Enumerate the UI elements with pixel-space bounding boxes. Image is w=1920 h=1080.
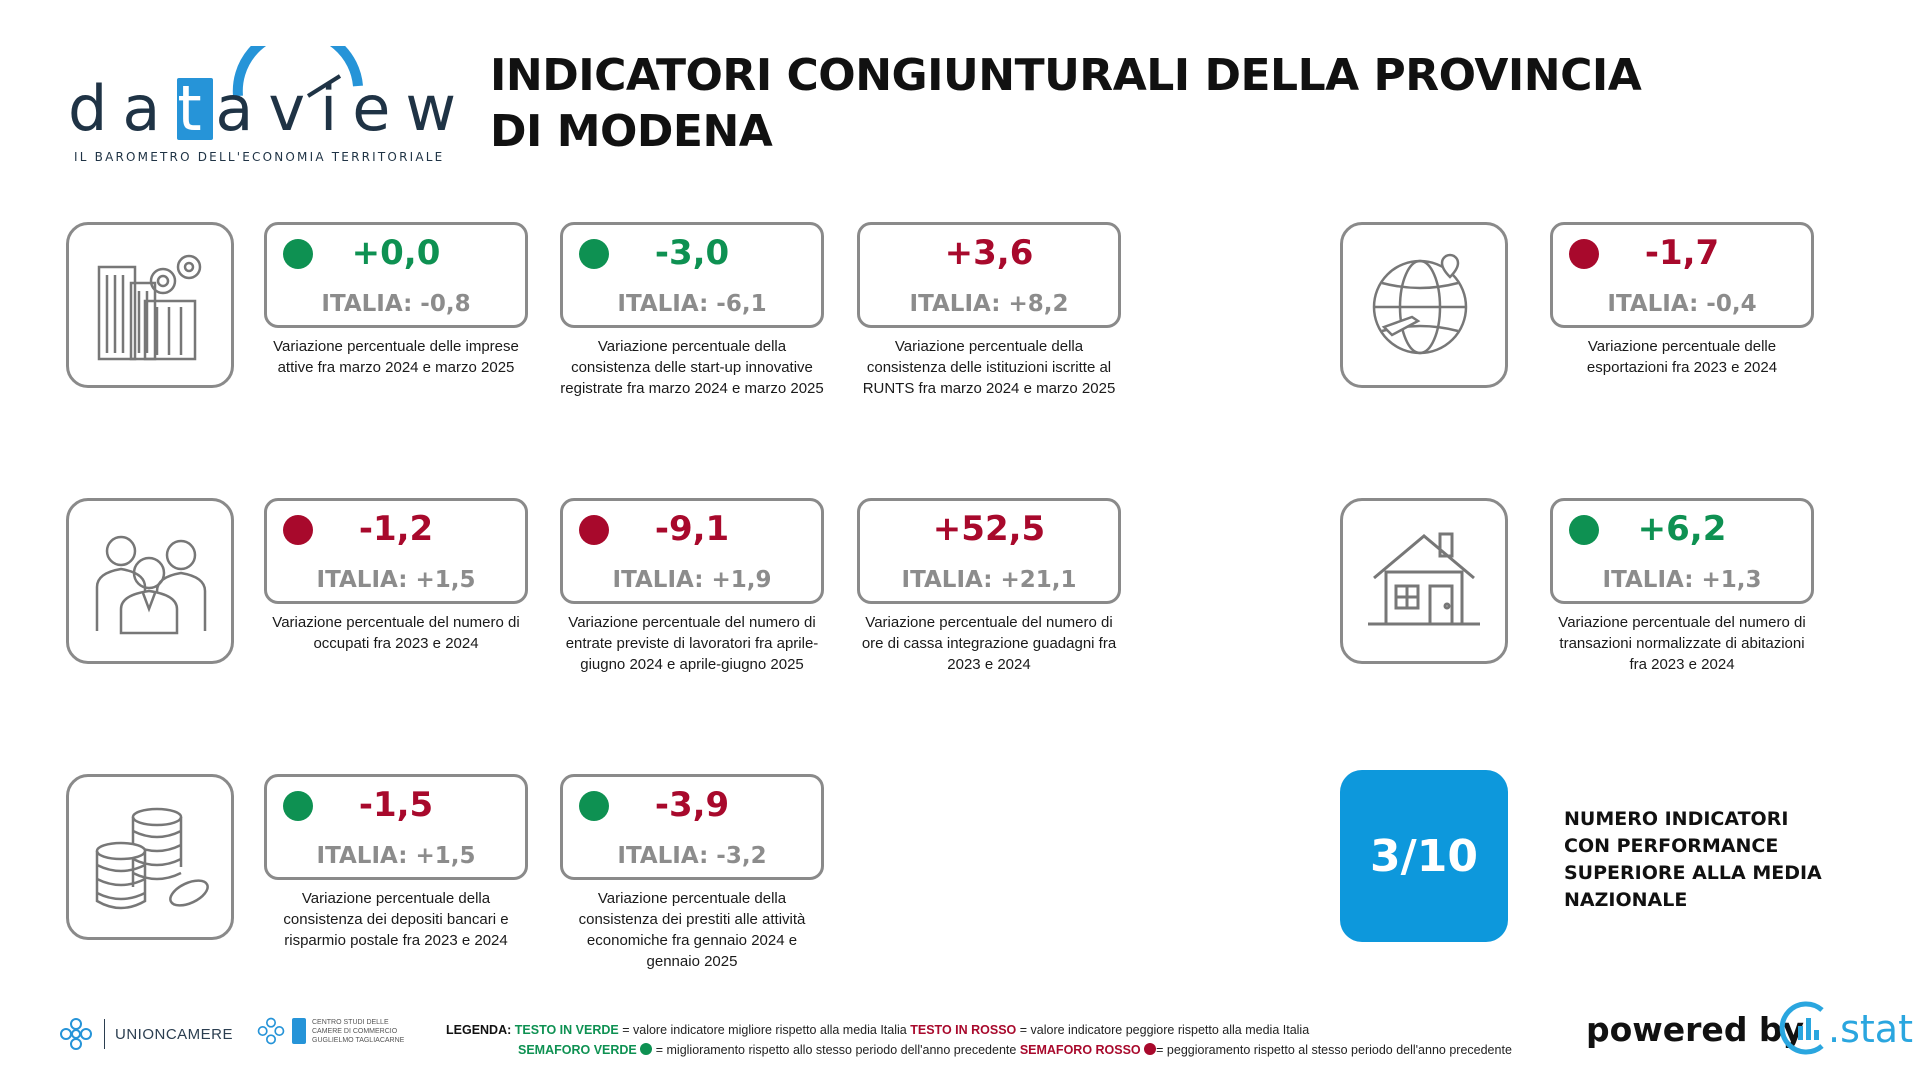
legend: LEGENDA: TESTO IN VERDE = valore indicat… [446,1020,1512,1060]
cstat-logo: .stat [1778,1000,1913,1056]
green-dot-icon [640,1043,653,1055]
indicator-description: Variazione percentuale della consistenza… [560,338,824,397]
people-group-icon [95,535,207,635]
indicator-value: +0,0 [351,233,441,273]
legend-red-text: TESTO IN ROSSO [910,1023,1017,1037]
logo-word-t: t [177,72,217,145]
legend-label: LEGENDA: [446,1023,512,1037]
semaforo-verde-icon [283,239,313,269]
legend-green-text: TESTO IN VERDE [514,1023,619,1037]
indicator-description: Variazione percentuale della consistenza… [578,890,806,970]
indicator-card: -3,0 ITALIA: -6,1 [560,222,824,328]
legend-green-semaforo: SEMAFORO VERDE [518,1043,637,1057]
indicator-card: -1,2 ITALIA: +1,5 [264,498,528,604]
centro-studi-flower-icon [257,1017,285,1045]
centro-studi-t-icon [292,1018,306,1044]
icon-box-casa [1340,498,1508,664]
indicator-description: Variazione percentuale del numero di ent… [565,614,819,673]
indicator-description: Variazione percentuale delle imprese att… [273,338,519,376]
centro-studi-line3: GUGLIELMO TAGLIACARNE [312,1036,405,1044]
performance-score: 3/10 [1370,830,1478,882]
buildings-gears-icon [97,254,202,361]
semaforo-verde-icon [1569,515,1599,545]
icon-box-imprese [66,222,234,388]
indicator-description: Variazione percentuale della consistenza… [862,338,1116,397]
indicator-italia-value: ITALIA: +1,5 [316,843,476,869]
semaforo-verde-icon [579,791,609,821]
indicator-value: -1,7 [1644,233,1720,273]
indicator-italia-value: ITALIA: -0,4 [1607,291,1757,317]
logo-arc-icon [232,46,363,98]
page-title: INDICATORI CONGIUNTURALI DELLA PROVINCIA… [490,50,1642,157]
indicator-card: -3,9 ITALIA: -3,2 [560,774,824,880]
unioncamere-label: UNIONCAMERE [115,1025,234,1043]
indicator-description: Variazione percentuale del numero di tra… [1558,614,1806,673]
indicator-card: -1,5 ITALIA: +1,5 [264,774,528,880]
semaforo-verde-icon [579,239,609,269]
indicator-italia-value: ITALIA: +21,1 [901,567,1077,593]
indicator-description: Variazione percentuale del numero di occ… [272,614,520,652]
indicator-italia-value: ITALIA: -3,2 [617,843,767,869]
cstat-c-icon [1779,1001,1824,1055]
indicator-italia-value: ITALIA: +1,9 [612,567,772,593]
performance-label: NUMERO INDICATORI CON PERFORMANCE SUPERI… [1564,808,1822,911]
indicator-value: +3,6 [944,233,1034,273]
indicator-card: -1,7 ITALIA: -0,4 [1550,222,1814,328]
indicator-card: +6,2 ITALIA: +1,3 [1550,498,1814,604]
legend-red-semaforo-desc: = peggioramento rispetto al stesso perio… [1156,1043,1512,1057]
centro-studi-logo: CENTRO STUDI DELLE CAMERE DI COMMERCIO G… [256,1016,404,1046]
cstat-label: .stat [1828,1007,1913,1051]
centro-studi-line1: CENTRO STUDI DELLE [312,1018,389,1026]
semaforo-rosso-icon [579,515,609,545]
indicator-card: -9,1 ITALIA: +1,9 [560,498,824,604]
logo-subtitle: IL BAROMETRO DELL'ECONOMIA TERRITORIALE [74,150,445,164]
indicator-italia-value: ITALIA: +1,5 [316,567,476,593]
indicator-value: +52,5 [932,509,1046,549]
indicator-value: -1,2 [358,509,434,549]
unioncamere-logo: UNIONCAMERE [58,1016,233,1052]
indicator-value: -3,9 [654,785,730,825]
performance-score-box: 3/10 [1340,770,1508,942]
legend-green-desc: = valore indicatore migliore rispetto al… [622,1023,907,1037]
semaforo-rosso-icon [283,515,313,545]
indicator-card: +0,0 ITALIA: -0,8 [264,222,528,328]
logo-word-right: aview [215,72,472,145]
indicator-value: -1,5 [358,785,434,825]
legend-red-desc: = valore indicatore peggiore rispetto al… [1019,1023,1310,1037]
icon-box-export [1340,222,1508,388]
indicator-description: Variazione percentuale della consistenza… [283,890,509,949]
red-dot-icon [1144,1043,1157,1055]
coins-stack-icon [95,807,209,910]
indicator-italia-value: ITALIA: +1,3 [1602,567,1762,593]
indicator-card: +52,5 ITALIA: +21,1 [857,498,1121,604]
indicator-italia-value: ITALIA: -6,1 [617,291,767,317]
semaforo-verde-icon [283,791,313,821]
legend-red-semaforo: SEMAFORO ROSSO [1019,1043,1141,1057]
semaforo-rosso-icon [1569,239,1599,269]
icon-box-lavoro [66,498,234,664]
logo-word-left: da [68,72,176,145]
indicator-card: +3,6 ITALIA: +8,2 [857,222,1121,328]
indicator-value: -9,1 [654,509,730,549]
powered-by-label: powered by [1586,1010,1805,1049]
indicator-italia-value: ITALIA: -0,8 [321,291,471,317]
unioncamere-flower-icon [60,1018,92,1050]
icon-box-credito [66,774,234,940]
indicator-italia-value: ITALIA: +8,2 [909,291,1069,317]
indicator-value: +6,2 [1637,509,1727,549]
centro-studi-line2: CAMERE DI COMMERCIO [312,1027,398,1035]
indicator-description: Variazione percentuale del numero di ore… [861,614,1117,673]
indicator-value: -3,0 [654,233,730,273]
house-icon [1368,532,1480,626]
legend-green-semaforo-desc: = miglioramento rispetto allo stesso per… [655,1043,1017,1057]
indicator-description: Variazione percentuale delle esportazion… [1586,338,1778,376]
globe-plane-icon [1372,253,1468,355]
